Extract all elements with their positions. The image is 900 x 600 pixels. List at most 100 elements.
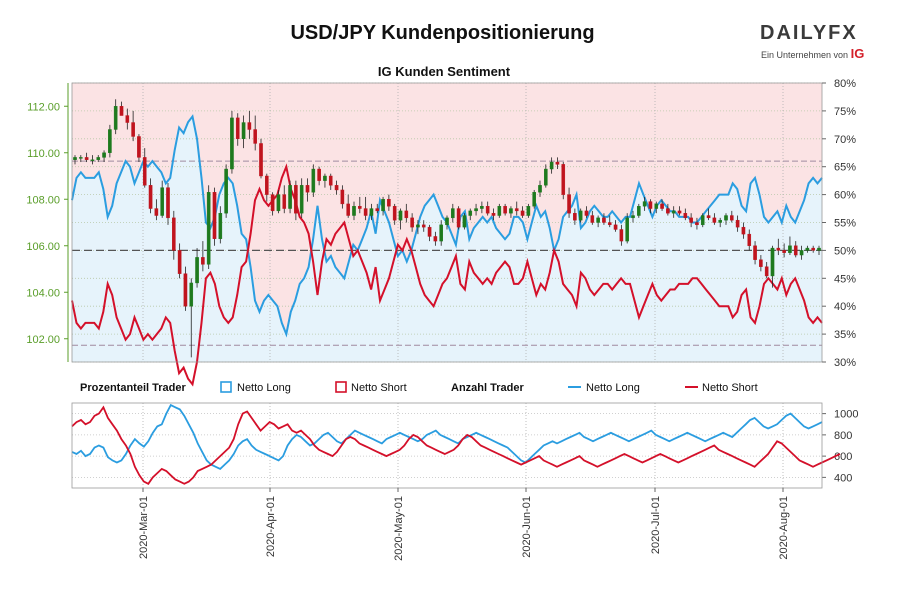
candle — [631, 210, 635, 223]
candle-body — [270, 194, 275, 212]
candle-body — [671, 210, 676, 214]
candle — [142, 148, 147, 188]
candle — [793, 241, 798, 258]
candle-body — [712, 217, 717, 223]
candle-body — [410, 217, 414, 228]
candle-body — [654, 203, 659, 209]
candle-body — [497, 206, 502, 216]
candle — [276, 189, 281, 214]
candle-body — [526, 206, 531, 216]
candle-body — [445, 217, 449, 226]
sentiment-tick-label: 65% — [834, 162, 856, 174]
sentiment-tick-label: 70% — [834, 134, 856, 146]
candle — [706, 208, 711, 221]
candle-body — [532, 192, 536, 207]
candle — [113, 99, 118, 135]
candle-body — [427, 226, 432, 237]
candle-body — [735, 219, 740, 228]
price-tick-label: 102.00 — [26, 334, 60, 346]
candle-body — [544, 168, 548, 186]
candle — [741, 222, 746, 239]
candle-body — [84, 157, 89, 160]
candle — [177, 243, 182, 279]
candle — [770, 245, 775, 288]
candle-body — [404, 210, 409, 219]
candle-body — [770, 247, 775, 277]
candle-body — [346, 203, 350, 216]
date-tick-label: 2020-May-01 — [393, 496, 405, 561]
candle — [79, 155, 83, 163]
candle — [497, 203, 502, 218]
legend-count-title: Anzahl Trader — [451, 382, 524, 394]
candle-body — [648, 201, 653, 209]
candle-body — [224, 168, 228, 214]
candle — [735, 215, 740, 232]
legend-percent-title: Prozentanteil Trader — [80, 382, 186, 394]
candle — [404, 203, 409, 223]
candle-body — [218, 212, 223, 239]
candle — [195, 248, 199, 288]
candle — [474, 203, 478, 216]
candle — [398, 208, 403, 230]
candle-body — [398, 210, 403, 221]
candle — [352, 201, 356, 221]
candle-body — [241, 122, 246, 140]
logo-tagline-text: Ein Unternehmen von — [761, 50, 849, 60]
candle-body — [718, 219, 722, 223]
candle — [491, 208, 496, 221]
ig-logo: IG — [850, 46, 865, 61]
candle — [235, 113, 240, 146]
candle — [480, 201, 484, 214]
candle-body — [462, 215, 467, 228]
dailyfx-logo: DAILYFX — [760, 22, 858, 44]
candle — [462, 213, 467, 230]
candle — [759, 255, 763, 272]
candle — [270, 192, 275, 216]
candle-body — [137, 136, 141, 158]
candle-body — [160, 187, 164, 216]
candle — [683, 208, 688, 221]
candle-body — [439, 224, 443, 242]
candle — [253, 115, 257, 151]
candle-body — [509, 208, 513, 214]
candle — [172, 210, 176, 260]
candle-body — [730, 215, 734, 221]
candle-body — [131, 122, 135, 137]
candle — [567, 187, 571, 218]
candle — [358, 196, 362, 214]
candle-body — [328, 175, 333, 186]
candle-body — [689, 217, 693, 223]
candle-body — [741, 226, 746, 235]
date-tick-label: 2020-Apr-01 — [265, 496, 277, 557]
chart-subtitle: IG Kunden Sentiment — [377, 64, 511, 79]
candle-body — [375, 208, 380, 212]
candle — [485, 201, 490, 216]
candle-body — [96, 157, 101, 160]
candle-body — [288, 185, 292, 209]
candle-body — [206, 192, 211, 265]
candle — [538, 180, 542, 197]
candle-body — [154, 208, 159, 216]
candle — [410, 213, 414, 232]
candle-body — [201, 257, 205, 265]
candle — [84, 152, 89, 163]
candle-body — [90, 159, 95, 161]
candle-body — [369, 208, 374, 216]
candle-body — [119, 106, 124, 116]
candle-body — [311, 168, 316, 193]
candle-body — [666, 208, 670, 214]
price-tick-label: 110.00 — [27, 148, 60, 160]
candle-body — [317, 168, 321, 181]
candle — [520, 206, 525, 218]
candle — [584, 206, 589, 218]
candle — [241, 115, 246, 149]
candle — [782, 243, 786, 258]
candle — [805, 245, 810, 253]
candle — [811, 245, 815, 253]
candle-body — [631, 215, 635, 219]
candle — [154, 199, 159, 221]
candle — [573, 208, 577, 225]
candle-body — [520, 210, 525, 216]
candle — [596, 215, 600, 228]
candle — [526, 203, 531, 218]
